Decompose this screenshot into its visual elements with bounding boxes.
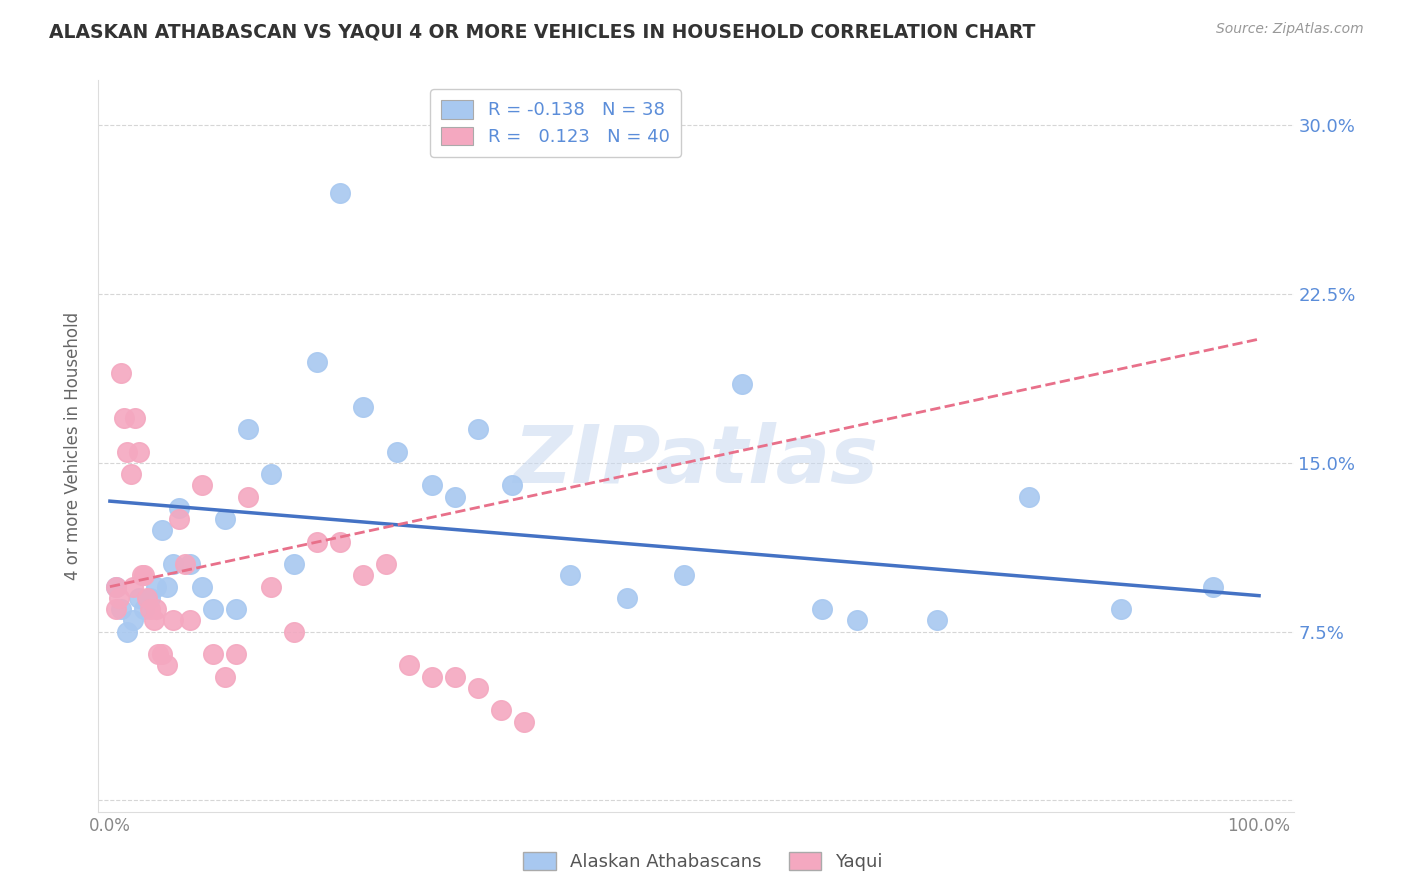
Point bbox=[1202, 580, 1225, 594]
Point bbox=[443, 670, 465, 684]
Point bbox=[501, 478, 523, 492]
Point bbox=[120, 467, 142, 482]
Point bbox=[927, 614, 949, 628]
Point bbox=[134, 568, 156, 582]
Point bbox=[845, 614, 868, 628]
Legend: R = -0.138   N = 38, R =   0.123   N = 40: R = -0.138 N = 38, R = 0.123 N = 40 bbox=[430, 89, 681, 157]
Point bbox=[135, 591, 157, 605]
Point bbox=[305, 354, 328, 368]
Point bbox=[179, 557, 201, 571]
Point bbox=[236, 422, 259, 436]
Point bbox=[122, 614, 145, 628]
Point bbox=[115, 624, 138, 639]
Legend: Alaskan Athabascans, Yaqui: Alaskan Athabascans, Yaqui bbox=[516, 845, 890, 879]
Point bbox=[112, 410, 135, 425]
Text: ZIPatlas: ZIPatlas bbox=[513, 422, 879, 500]
Point bbox=[104, 580, 127, 594]
Point bbox=[352, 568, 374, 582]
Point bbox=[108, 591, 131, 605]
Point bbox=[398, 658, 420, 673]
Point bbox=[202, 602, 225, 616]
Point bbox=[139, 602, 162, 616]
Point bbox=[167, 500, 190, 515]
Point bbox=[489, 703, 512, 717]
Point bbox=[512, 714, 534, 729]
Point bbox=[115, 444, 138, 458]
Point bbox=[122, 580, 145, 594]
Point bbox=[467, 422, 489, 436]
Point bbox=[260, 580, 283, 594]
Point bbox=[179, 614, 201, 628]
Point bbox=[283, 624, 305, 639]
Point bbox=[467, 681, 489, 695]
Point bbox=[1109, 602, 1132, 616]
Point bbox=[110, 366, 132, 380]
Point bbox=[150, 647, 173, 661]
Point bbox=[202, 647, 225, 661]
Point bbox=[1018, 490, 1040, 504]
Point bbox=[162, 614, 184, 628]
Point bbox=[134, 602, 156, 616]
Point bbox=[225, 602, 247, 616]
Point bbox=[352, 400, 374, 414]
Point bbox=[131, 568, 153, 582]
Point bbox=[236, 490, 259, 504]
Point bbox=[148, 647, 170, 661]
Text: ALASKAN ATHABASCAN VS YAQUI 4 OR MORE VEHICLES IN HOUSEHOLD CORRELATION CHART: ALASKAN ATHABASCAN VS YAQUI 4 OR MORE VE… bbox=[49, 22, 1036, 41]
Point bbox=[124, 410, 146, 425]
Point bbox=[305, 534, 328, 549]
Point bbox=[145, 580, 167, 594]
Point bbox=[156, 580, 179, 594]
Text: Source: ZipAtlas.com: Source: ZipAtlas.com bbox=[1216, 22, 1364, 37]
Point bbox=[673, 568, 696, 582]
Point bbox=[420, 478, 443, 492]
Point bbox=[167, 512, 190, 526]
Point bbox=[329, 186, 352, 200]
Point bbox=[128, 591, 150, 605]
Point bbox=[329, 534, 352, 549]
Point bbox=[191, 580, 214, 594]
Point bbox=[283, 557, 305, 571]
Point bbox=[558, 568, 581, 582]
Point bbox=[260, 467, 283, 482]
Point bbox=[104, 580, 127, 594]
Point bbox=[110, 602, 132, 616]
Point bbox=[142, 614, 165, 628]
Point bbox=[616, 591, 638, 605]
Point bbox=[145, 602, 167, 616]
Point bbox=[173, 557, 195, 571]
Point bbox=[420, 670, 443, 684]
Point bbox=[374, 557, 396, 571]
Point bbox=[104, 602, 127, 616]
Point bbox=[214, 670, 236, 684]
Point bbox=[811, 602, 834, 616]
Point bbox=[139, 591, 162, 605]
Y-axis label: 4 or more Vehicles in Household: 4 or more Vehicles in Household bbox=[65, 312, 83, 580]
Point bbox=[128, 444, 150, 458]
Point bbox=[225, 647, 247, 661]
Point bbox=[731, 377, 754, 392]
Point bbox=[156, 658, 179, 673]
Point bbox=[162, 557, 184, 571]
Point bbox=[191, 478, 214, 492]
Point bbox=[443, 490, 465, 504]
Point bbox=[150, 524, 173, 538]
Point bbox=[385, 444, 409, 458]
Point bbox=[214, 512, 236, 526]
